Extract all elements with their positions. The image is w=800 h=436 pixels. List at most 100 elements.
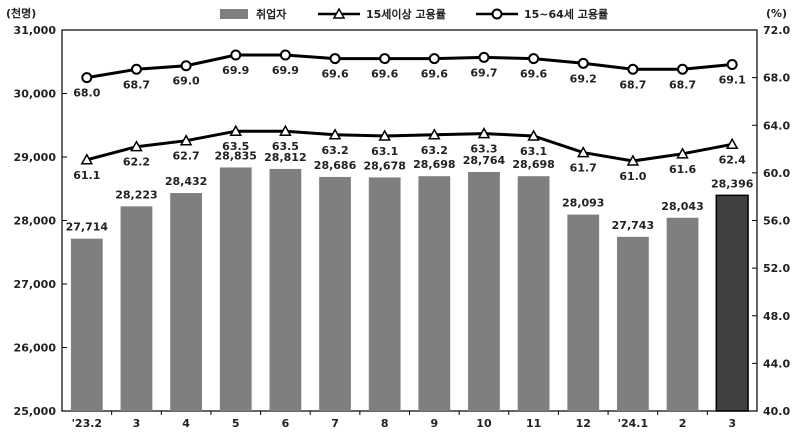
employment-rate-15-64-label: 69.9 xyxy=(222,64,249,77)
circle-marker xyxy=(726,59,738,71)
right-tick-label: 44.0 xyxy=(763,357,790,370)
employment-rate-15plus-label: 63.2 xyxy=(421,144,448,157)
triangle-marker xyxy=(328,128,342,140)
triangle-marker xyxy=(378,129,391,141)
employed-bar xyxy=(567,214,600,411)
employment-rate-15plus-label: 63.3 xyxy=(470,143,497,156)
employment-rate-15plus-label: 63.5 xyxy=(222,140,249,153)
x-tick-label: 6 xyxy=(282,417,290,430)
triangle-marker xyxy=(80,153,94,165)
employment-rate-15plus-label: 61.1 xyxy=(73,169,100,182)
employed-bar xyxy=(70,238,103,411)
employed-bar xyxy=(269,168,302,411)
line-series: 61.1 62.2 62.7 63.5 63.5 63.2 63.1 63.2 63.3 63.1… xyxy=(73,49,746,183)
employed-bar-label: 27,743 xyxy=(612,219,654,232)
legend-triangle-marker xyxy=(332,7,346,19)
employment-rate-15plus-label: 63.1 xyxy=(520,145,547,158)
circle-marker xyxy=(130,63,142,75)
right-tick-label: 40.0 xyxy=(763,405,790,418)
circle-marker xyxy=(627,63,639,75)
employment-rate-15plus-line xyxy=(86,129,733,163)
triangle-marker xyxy=(279,124,292,136)
triangle-marker xyxy=(527,129,540,141)
right-axis-unit: (%) xyxy=(766,7,787,20)
employed-bar xyxy=(319,176,351,411)
triangle-marker xyxy=(477,127,491,139)
employment-rate-15plus-label: 62.4 xyxy=(719,153,746,166)
employment-rate-15plus-label: 62.2 xyxy=(123,156,150,169)
legend-bar-swatch xyxy=(220,9,248,19)
employed-bar xyxy=(715,194,749,412)
left-tick-label: 25,000 xyxy=(14,405,57,418)
x-tick-label: 12 xyxy=(576,417,591,430)
employment-rate-15plus-label: 62.7 xyxy=(173,150,200,163)
triangle-marker xyxy=(626,154,640,166)
left-axis: 31,000 30,000 29,000 28,000 27,000 26,000 25,0… xyxy=(14,24,67,418)
employment-rate-15-64-label: 68.7 xyxy=(619,78,646,91)
employment-rate-15plus-label: 61.0 xyxy=(619,170,646,183)
triangle-marker xyxy=(725,137,739,150)
employed-bar-label: 28,698 xyxy=(512,158,554,171)
legend-label-15plus: 15세이상 고용률 xyxy=(366,7,446,21)
employment-rate-15-64-label: 69.7 xyxy=(470,66,497,79)
employment-rate-15-64-label: 69.9 xyxy=(272,64,299,77)
right-tick-label: 64.0 xyxy=(763,119,790,132)
legend-label-15-64: 15~64세 고용률 xyxy=(524,7,608,21)
employment-rate-15plus-label: 63.1 xyxy=(371,145,398,158)
employed-bar-label: 28,678 xyxy=(363,159,405,172)
employed-bar-label: 28,043 xyxy=(661,200,703,213)
right-axis: 72.0 68.0 64.0 60.0 56.0 52.0 48.0 44.0 40.0 xyxy=(752,24,790,418)
legend-label-employed: 취업자 xyxy=(256,7,287,21)
right-tick-label: 72.0 xyxy=(763,24,790,37)
right-tick-label: 48.0 xyxy=(763,310,790,323)
employment-rate-15plus-label: 61.6 xyxy=(669,163,696,176)
x-tick-label: 10 xyxy=(476,417,492,430)
employed-bar-label: 28,686 xyxy=(314,159,357,172)
circle-marker xyxy=(577,57,589,69)
bar-series: 27,714 28,223 28,432 28,835 28,812 28,686 28,6… xyxy=(66,149,754,412)
employment-rate-15-64-label: 69.1 xyxy=(719,74,746,87)
left-tick-label: 29,000 xyxy=(14,151,57,164)
employed-bar-label: 27,714 xyxy=(66,221,109,234)
circle-marker xyxy=(677,63,689,75)
employed-bar-label: 28,764 xyxy=(463,154,506,167)
triangle-marker xyxy=(229,124,243,136)
x-tick-label: 4 xyxy=(182,417,190,430)
left-tick-label: 27,000 xyxy=(14,278,57,291)
circle-marker xyxy=(81,72,93,84)
x-tick-label: '24.1 xyxy=(618,417,649,430)
employed-bar-label: 28,093 xyxy=(562,197,604,210)
right-tick-label: 52.0 xyxy=(763,262,790,275)
employment-rate-15-64-label: 68.7 xyxy=(123,78,150,91)
circle-marker xyxy=(180,60,192,72)
left-tick-label: 30,000 xyxy=(14,88,57,101)
employed-bar xyxy=(418,176,451,411)
x-tick-label: 11 xyxy=(526,417,541,430)
circle-marker xyxy=(428,53,440,65)
left-tick-label: 28,000 xyxy=(14,215,57,228)
employed-bar xyxy=(666,217,699,411)
employed-bar xyxy=(120,206,153,411)
employment-rate-15-64-label: 69.6 xyxy=(421,68,448,81)
triangle-marker xyxy=(576,146,590,158)
employed-bar xyxy=(517,176,550,411)
triangle-marker xyxy=(130,140,143,152)
circle-marker xyxy=(230,49,242,61)
left-tick-label: 26,000 xyxy=(14,342,57,355)
triangle-marker xyxy=(676,147,689,159)
employment-rate-15plus-label: 61.7 xyxy=(570,162,597,175)
employment-rate-15-64-label: 69.6 xyxy=(520,68,547,81)
employment-rate-15-64-label: 68.7 xyxy=(669,78,696,91)
employment-rate-15plus-label: 63.2 xyxy=(321,144,348,157)
employment-rate-15-64-label: 69.2 xyxy=(570,72,597,85)
x-tick-label: '23.2 xyxy=(72,417,103,430)
employment-rate-15-64-label: 69.0 xyxy=(173,75,200,88)
employment-rate-15plus-label: 63.5 xyxy=(272,140,299,153)
legend-circle-marker xyxy=(491,8,503,20)
employed-bar-label: 28,223 xyxy=(115,188,157,201)
triangle-marker xyxy=(179,134,193,146)
x-tick-label: 7 xyxy=(331,417,339,430)
circle-marker xyxy=(279,49,291,61)
right-tick-label: 60.0 xyxy=(763,167,790,180)
